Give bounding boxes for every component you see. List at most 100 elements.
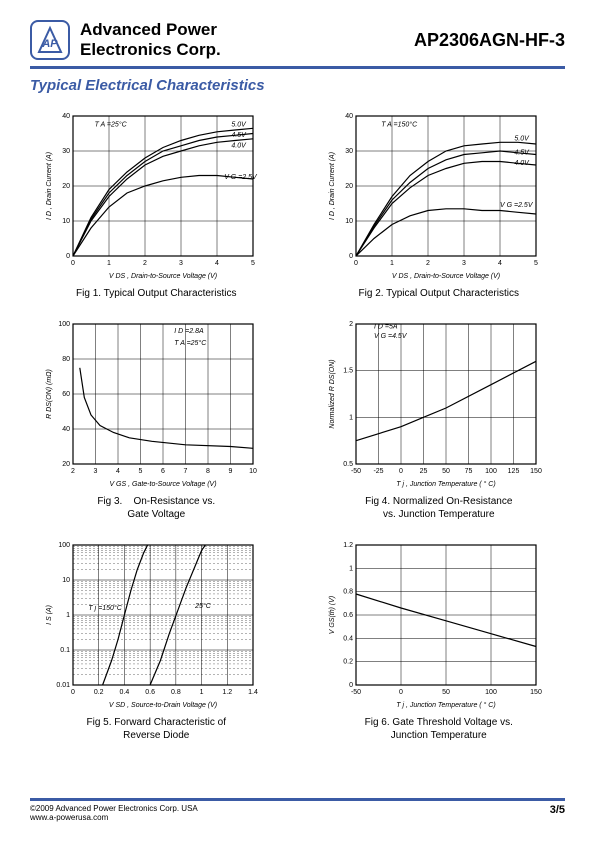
svg-text:7: 7 xyxy=(184,468,188,475)
svg-text:0: 0 xyxy=(71,689,75,696)
caption-fig3: Fig 3. On-Resistance vs.Gate Voltage xyxy=(97,495,215,521)
svg-text:0: 0 xyxy=(349,682,353,689)
svg-text:-50: -50 xyxy=(351,468,361,475)
svg-text:20: 20 xyxy=(345,183,353,190)
footer-page: 3/5 xyxy=(550,804,565,822)
part-number: AP2306AGN-HF-3 xyxy=(414,30,565,51)
svg-text:0: 0 xyxy=(66,253,70,260)
svg-text:0.8: 0.8 xyxy=(343,589,353,596)
svg-text:T j =150°C: T j =150°C xyxy=(89,604,123,612)
svg-text:T A =25°C: T A =25°C xyxy=(95,121,128,129)
svg-text:T A =150°C: T A =150°C xyxy=(381,121,418,129)
footer: ©2009 Advanced Power Electronics Corp. U… xyxy=(30,798,565,822)
svg-text:1: 1 xyxy=(107,260,111,267)
chart-fig6: -5005010015000.20.40.60.811.2T j , Junct… xyxy=(313,535,566,742)
svg-text:V G =4.5V: V G =4.5V xyxy=(374,333,408,340)
caption-fig4: Fig 4. Normalized On-Resistancevs. Junct… xyxy=(365,495,512,521)
svg-text:4.5V: 4.5V xyxy=(232,132,248,139)
svg-text:1.5: 1.5 xyxy=(343,368,353,375)
svg-text:0.2: 0.2 xyxy=(343,659,353,666)
chart-fig4: -50-2502550751001251500.511.52I D =5AV G… xyxy=(313,314,566,521)
svg-text:0.5: 0.5 xyxy=(343,461,353,468)
company-line1: Advanced Power xyxy=(80,20,217,39)
svg-text:0: 0 xyxy=(71,260,75,267)
svg-text:5: 5 xyxy=(139,468,143,475)
svg-text:20: 20 xyxy=(62,183,70,190)
svg-text:100: 100 xyxy=(59,321,71,328)
svg-text:0.6: 0.6 xyxy=(343,612,353,619)
caption-fig6: Fig 6. Gate Threshold Voltage vs.Junctio… xyxy=(365,716,513,742)
svg-text:V G =2.5V: V G =2.5V xyxy=(224,174,258,181)
section-title: Typical Electrical Characteristics xyxy=(30,77,565,94)
svg-text:I D , Drain Current (A): I D , Drain Current (A) xyxy=(329,152,336,220)
svg-text:V GS(th) (V): V GS(th) (V) xyxy=(329,596,336,635)
svg-text:125: 125 xyxy=(507,468,519,475)
svg-text:40: 40 xyxy=(345,113,353,120)
svg-text:2: 2 xyxy=(71,468,75,475)
svg-text:I D =2.8A: I D =2.8A xyxy=(175,328,205,335)
svg-text:0: 0 xyxy=(399,689,403,696)
svg-text:10: 10 xyxy=(62,218,70,225)
svg-text:50: 50 xyxy=(442,689,450,696)
svg-text:0: 0 xyxy=(399,468,403,475)
svg-text:T j , Junction Temperature ( °: T j , Junction Temperature ( ° C) xyxy=(396,701,495,709)
svg-text:4: 4 xyxy=(498,260,502,267)
svg-text:I S (A): I S (A) xyxy=(46,605,53,625)
svg-text:5.0V: 5.0V xyxy=(232,122,248,129)
caption-fig1: Fig 1. Typical Output Characteristics xyxy=(76,287,236,300)
svg-text:100: 100 xyxy=(59,542,71,549)
svg-text:150: 150 xyxy=(530,468,542,475)
svg-text:20: 20 xyxy=(62,461,70,468)
svg-text:50: 50 xyxy=(442,468,450,475)
svg-text:4: 4 xyxy=(116,468,120,475)
svg-text:0.4: 0.4 xyxy=(343,635,353,642)
header: AP Advanced Power Electronics Corp. AP23… xyxy=(30,20,565,69)
company-name: Advanced Power Electronics Corp. xyxy=(80,20,414,59)
company-line2: Electronics Corp. xyxy=(80,40,221,59)
caption-fig2: Fig 2. Typical Output Characteristics xyxy=(359,287,519,300)
svg-text:R DS(ON) (mΩ): R DS(ON) (mΩ) xyxy=(46,369,53,419)
svg-text:9: 9 xyxy=(229,468,233,475)
svg-text:60: 60 xyxy=(62,391,70,398)
svg-text:0.1: 0.1 xyxy=(61,647,71,654)
svg-text:2: 2 xyxy=(426,260,430,267)
svg-text:3: 3 xyxy=(179,260,183,267)
svg-text:3: 3 xyxy=(94,468,98,475)
footer-copyright: ©2009 Advanced Power Electronics Corp. U… xyxy=(30,804,198,813)
svg-text:10: 10 xyxy=(345,218,353,225)
svg-text:150: 150 xyxy=(530,689,542,696)
svg-text:30: 30 xyxy=(345,148,353,155)
svg-text:I D , Drain Current (A): I D , Drain Current (A) xyxy=(46,152,53,220)
svg-text:30: 30 xyxy=(62,148,70,155)
svg-text:25°C: 25°C xyxy=(194,602,212,610)
chart-fig2: 012345010203040T A =150°C5.0V4.5V4.0VV G… xyxy=(313,106,566,300)
svg-text:2: 2 xyxy=(349,321,353,328)
svg-text:T j , Junction Temperature ( °: T j , Junction Temperature ( ° C) xyxy=(396,480,495,488)
svg-text:Normalized R DS(ON): Normalized R DS(ON) xyxy=(329,359,336,428)
svg-text:3: 3 xyxy=(462,260,466,267)
svg-text:V GS , Gate-to-Source Voltage: V GS , Gate-to-Source Voltage (V) xyxy=(110,481,217,488)
svg-text:1: 1 xyxy=(200,689,204,696)
chart-fig5: 00.20.40.60.811.21.40.010.1110100T j =15… xyxy=(30,535,283,742)
svg-text:1.2: 1.2 xyxy=(343,542,353,549)
svg-text:0.6: 0.6 xyxy=(146,689,156,696)
svg-text:2: 2 xyxy=(143,260,147,267)
chart-grid: 012345010203040T A =25°C5.0V4.5V4.0VV G … xyxy=(30,106,565,742)
svg-text:0: 0 xyxy=(354,260,358,267)
svg-text:25: 25 xyxy=(419,468,427,475)
svg-text:6: 6 xyxy=(161,468,165,475)
svg-text:-25: -25 xyxy=(373,468,383,475)
footer-url: www.a-powerusa.com xyxy=(30,813,108,822)
svg-text:0.8: 0.8 xyxy=(171,689,181,696)
svg-text:4.5V: 4.5V xyxy=(514,150,530,157)
svg-text:75: 75 xyxy=(464,468,472,475)
svg-text:-50: -50 xyxy=(351,689,361,696)
svg-text:10: 10 xyxy=(62,577,70,584)
svg-text:T A =25°C: T A =25°C xyxy=(175,339,208,347)
svg-text:80: 80 xyxy=(62,356,70,363)
svg-text:1.4: 1.4 xyxy=(248,689,258,696)
svg-text:0.01: 0.01 xyxy=(57,682,71,689)
svg-text:V DS , Drain-to-Source Voltage: V DS , Drain-to-Source Voltage (V) xyxy=(392,273,500,280)
svg-text:AP: AP xyxy=(41,38,58,50)
svg-text:1: 1 xyxy=(349,565,353,572)
